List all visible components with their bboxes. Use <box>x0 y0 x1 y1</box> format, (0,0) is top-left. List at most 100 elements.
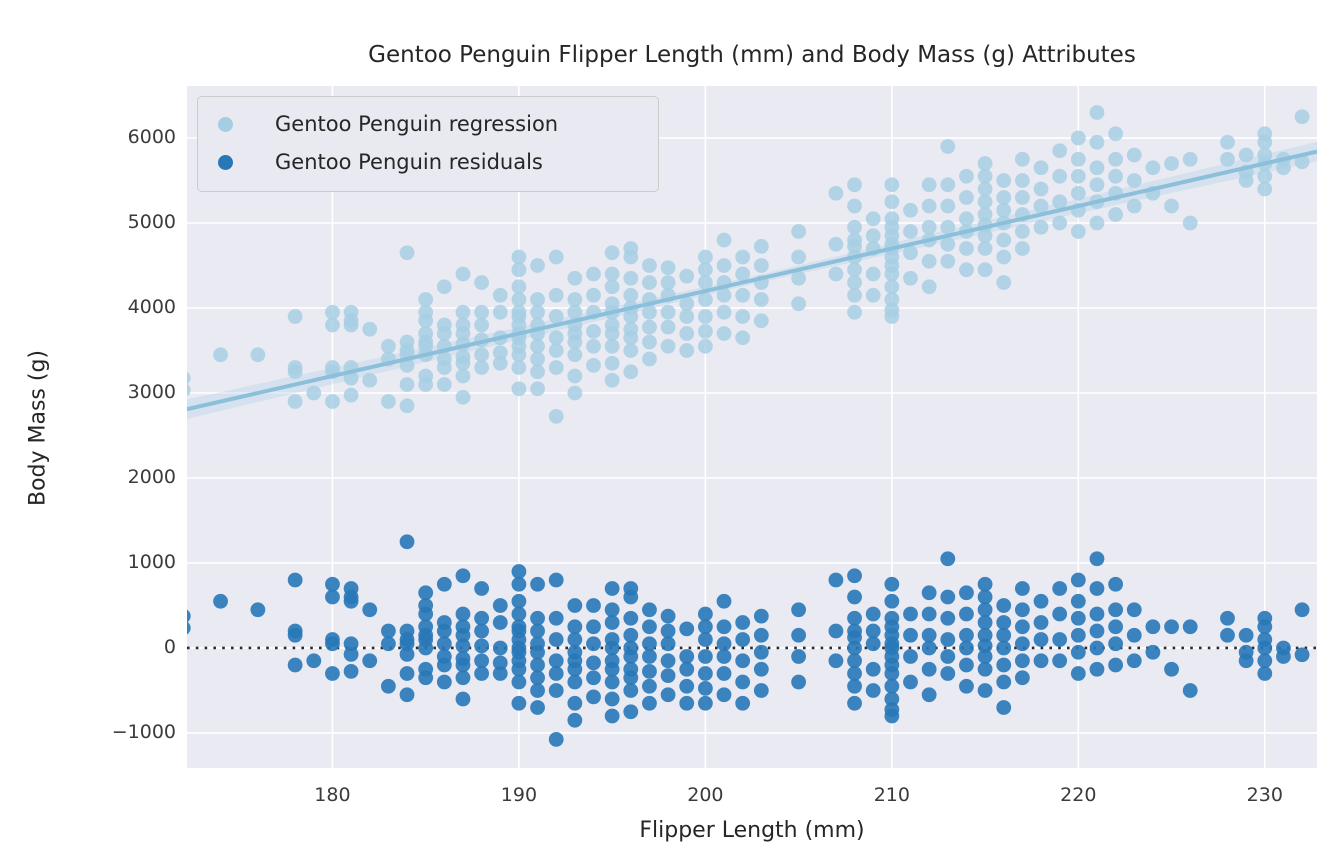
regression-point <box>940 253 956 269</box>
regression-point <box>1126 173 1142 188</box>
residual-point <box>1108 619 1124 635</box>
residual-point <box>1294 602 1310 618</box>
regression-point <box>511 292 527 307</box>
regression-point <box>847 304 862 320</box>
regression-point <box>604 326 620 341</box>
residual-point <box>660 636 676 652</box>
residual-point <box>660 623 676 639</box>
residual-point <box>1070 572 1086 588</box>
residual-point <box>380 623 396 639</box>
regression-point <box>1220 151 1235 167</box>
residual-point <box>306 653 322 669</box>
regression-point <box>977 156 993 171</box>
residual-point <box>1014 653 1030 669</box>
regression-point <box>567 385 583 401</box>
residual-point <box>399 687 415 703</box>
regression-point <box>1108 168 1124 184</box>
regression-point <box>511 347 527 363</box>
residual-point <box>1070 610 1086 626</box>
residual-point <box>735 615 751 630</box>
residual-point <box>380 636 396 652</box>
regression-point <box>548 249 564 265</box>
residual-point <box>586 689 601 705</box>
residual-point <box>343 593 359 609</box>
residual-point <box>679 695 695 711</box>
regression-point <box>530 364 545 380</box>
y-tick-label: 2000 <box>127 465 176 488</box>
residual-point <box>1014 581 1030 596</box>
residual-point <box>492 615 508 630</box>
y-axis-label: Body Mass (g) <box>25 349 51 507</box>
regression-point <box>213 347 228 363</box>
regression-point <box>940 219 956 235</box>
regression-point <box>1033 219 1049 235</box>
regression-point <box>1182 215 1198 231</box>
regression-point <box>642 319 657 335</box>
regression-point <box>1164 156 1179 171</box>
residual-point <box>847 695 862 711</box>
residual-point <box>1276 649 1291 664</box>
residual-point <box>1108 576 1124 592</box>
regression-point <box>1052 143 1068 159</box>
residual-point <box>399 646 415 662</box>
residual-point <box>996 674 1012 690</box>
regression-point <box>865 266 881 282</box>
regression-point <box>996 249 1012 265</box>
residual-point <box>959 606 974 622</box>
regression-point <box>1089 177 1105 193</box>
y-tick-label: 5000 <box>127 211 176 233</box>
regression-point <box>996 232 1012 248</box>
regression-point <box>399 245 415 261</box>
regression-series-marker-icon <box>218 116 233 132</box>
residual-point <box>884 708 900 724</box>
residual-point <box>623 589 639 605</box>
regression-point <box>1089 215 1105 231</box>
residual-point <box>187 609 191 623</box>
regression-point <box>492 287 508 303</box>
regression-point <box>642 304 657 320</box>
residual-point <box>996 640 1012 656</box>
regression-point <box>1089 160 1105 176</box>
residual-point <box>1257 653 1273 669</box>
residual-point <box>455 627 471 643</box>
residual-point <box>455 606 471 622</box>
residual-point <box>791 674 807 690</box>
residual-point <box>436 636 452 652</box>
regression-point <box>306 385 322 401</box>
residual-point <box>418 640 434 656</box>
residual-point <box>977 589 993 605</box>
residual-point <box>530 610 545 626</box>
regression-point <box>977 168 993 184</box>
y-tick-label: 6000 <box>127 126 176 149</box>
regression-point <box>548 287 564 303</box>
residual-point <box>567 632 583 647</box>
residual-point <box>940 666 956 681</box>
regression-point <box>697 309 713 324</box>
regression-point <box>399 377 415 392</box>
regression-point <box>660 338 676 354</box>
regression-point <box>530 258 545 273</box>
regression-point <box>1033 160 1049 176</box>
regression-point <box>436 377 452 392</box>
residual-point <box>847 678 862 694</box>
residual-point <box>1070 593 1086 609</box>
regression-point <box>1182 151 1198 167</box>
regression-point <box>791 270 807 286</box>
regression-point <box>753 258 769 273</box>
residual-point <box>977 576 993 592</box>
residual-point <box>791 602 807 618</box>
residual-point <box>1033 593 1049 609</box>
residual-point <box>325 589 340 605</box>
residual-point <box>865 606 881 622</box>
residual-point <box>187 621 191 635</box>
residual-point <box>1126 602 1142 618</box>
residual-point <box>604 661 620 677</box>
regression-point <box>474 275 490 290</box>
regression-point <box>679 296 695 312</box>
residual-point <box>791 627 807 643</box>
regression-point <box>716 326 732 341</box>
regression-point <box>977 241 993 256</box>
residual-point <box>1145 619 1161 635</box>
residual-point <box>921 640 937 656</box>
regression-point <box>1145 160 1161 176</box>
